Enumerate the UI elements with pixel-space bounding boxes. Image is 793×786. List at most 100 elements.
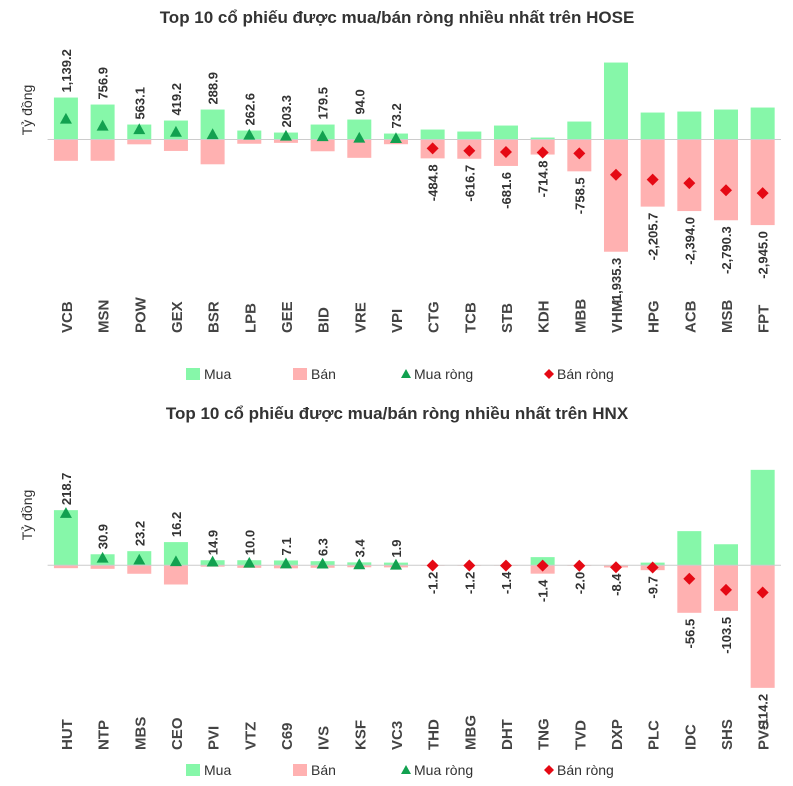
bar xyxy=(347,139,372,158)
bar xyxy=(493,125,518,140)
bar xyxy=(163,565,188,585)
value-label: -8.4 xyxy=(609,573,624,596)
net-marker xyxy=(426,142,439,155)
x-tick-label: GEE xyxy=(279,301,296,333)
value-label: 3.4 xyxy=(352,539,367,558)
chart-title: Top 10 cổ phiếu được mua/bán ròng nhiều … xyxy=(160,8,635,27)
value-label: 14.9 xyxy=(206,530,221,555)
bar xyxy=(273,139,298,143)
legend-swatch xyxy=(186,764,200,776)
net-marker xyxy=(719,583,732,596)
net-marker xyxy=(573,147,586,160)
bar xyxy=(677,531,702,566)
net-marker xyxy=(499,145,512,158)
net-marker xyxy=(536,559,549,572)
value-label: -714.8 xyxy=(536,161,551,198)
bar xyxy=(310,139,335,152)
value-label: 30.9 xyxy=(96,524,111,549)
x-tick-label: VTZ xyxy=(242,722,259,750)
net-marker xyxy=(96,551,109,563)
x-tick-label: GEX xyxy=(169,301,186,333)
bar xyxy=(713,139,738,221)
legend-swatch xyxy=(293,764,307,776)
value-label: -9.7 xyxy=(646,576,661,598)
x-tick-label: MBB xyxy=(572,299,589,333)
net-marker xyxy=(279,557,292,569)
bar xyxy=(750,565,775,688)
value-label: 1.9 xyxy=(389,540,404,558)
bar xyxy=(53,510,78,566)
value-label: 10.0 xyxy=(242,530,257,555)
value-label: 73.2 xyxy=(389,103,404,128)
bar xyxy=(677,139,702,212)
value-label: 288.9 xyxy=(206,72,221,105)
net-marker xyxy=(646,561,659,574)
bar xyxy=(127,565,152,574)
net-marker xyxy=(756,187,769,200)
legend-label: Bán ròng xyxy=(557,366,614,382)
value-label: -681.6 xyxy=(499,172,514,209)
value-label: -1.4 xyxy=(536,579,551,602)
legend-marker xyxy=(401,765,411,774)
value-label: 419.2 xyxy=(169,83,184,116)
value-label: 94.0 xyxy=(352,89,367,114)
value-label: -2,394.0 xyxy=(682,217,697,265)
net-marker xyxy=(719,184,732,197)
legend-label: Bán xyxy=(311,762,336,778)
x-tick-label: POW xyxy=(132,296,149,333)
bar xyxy=(237,139,262,144)
x-tick-label: VHM xyxy=(609,300,626,333)
net-marker xyxy=(59,112,72,124)
legend-marker xyxy=(401,369,411,378)
legend-marker xyxy=(544,765,554,775)
bar xyxy=(750,469,775,566)
net-marker xyxy=(243,556,256,568)
y-axis-label: Tỷ đồng xyxy=(19,490,35,541)
chart-title: Top 10 cổ phiếu được mua/bán ròng nhiều … xyxy=(166,404,629,423)
x-tick-label: FPT xyxy=(756,305,773,333)
bar xyxy=(603,139,628,252)
value-label: 16.2 xyxy=(169,512,184,537)
net-marker xyxy=(279,129,292,141)
bar xyxy=(603,62,628,140)
net-marker xyxy=(463,144,476,157)
value-label: 7.1 xyxy=(279,537,294,555)
net-marker xyxy=(756,586,769,599)
value-label: 6.3 xyxy=(316,538,331,556)
value-label: -2,945.0 xyxy=(756,231,771,279)
x-tick-label: VPI xyxy=(389,309,406,333)
value-label: 262.6 xyxy=(242,93,257,126)
bar xyxy=(640,139,665,207)
net-marker xyxy=(59,507,72,518)
net-marker xyxy=(169,125,182,137)
value-label: 756.9 xyxy=(96,67,111,100)
x-tick-label: STB xyxy=(499,303,516,333)
net-marker xyxy=(646,173,659,186)
x-tick-label: C69 xyxy=(279,722,296,750)
net-marker xyxy=(353,131,366,143)
bar xyxy=(163,139,188,151)
net-marker xyxy=(133,553,146,565)
x-tick-label: IDC xyxy=(682,724,699,750)
bar xyxy=(127,139,152,145)
net-marker xyxy=(133,123,146,135)
x-tick-label: KSF xyxy=(352,720,369,750)
value-label: -758.5 xyxy=(572,177,587,214)
x-tick-label: NTP xyxy=(96,720,113,750)
x-tick-label: KDH xyxy=(536,301,553,334)
net-marker xyxy=(169,555,182,567)
net-marker xyxy=(389,558,402,570)
bar xyxy=(750,107,775,140)
bar xyxy=(163,542,188,566)
x-tick-label: CTG xyxy=(426,301,443,333)
net-marker xyxy=(573,559,586,572)
net-marker xyxy=(683,572,696,585)
net-marker xyxy=(316,130,329,142)
value-label: -484.8 xyxy=(426,164,441,201)
bar xyxy=(200,139,225,165)
value-label: 203.3 xyxy=(279,95,294,128)
bar xyxy=(90,139,115,161)
bar xyxy=(677,565,702,613)
x-tick-label: MSN xyxy=(96,300,113,333)
value-label: -1.2 xyxy=(462,572,477,594)
